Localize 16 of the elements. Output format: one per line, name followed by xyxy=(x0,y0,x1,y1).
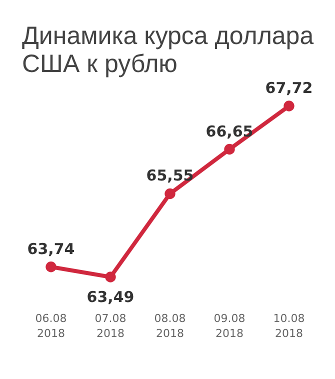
x-tick-label: 07.08 2018 xyxy=(94,312,126,340)
point xyxy=(46,262,56,272)
data-label: 65,55 xyxy=(146,166,194,185)
data-label: 63,74 xyxy=(27,240,75,258)
point xyxy=(224,144,235,155)
point xyxy=(105,272,116,282)
data-label: 66,65 xyxy=(206,122,254,140)
chart-title: Динамика курса доллара США к рублю xyxy=(22,22,314,78)
data-label: 63,49 xyxy=(86,288,134,306)
x-tick-label: 10.08 2018 xyxy=(273,312,305,340)
x-tick-label: 08.08 2018 xyxy=(154,312,186,340)
data-label: 67,72 xyxy=(265,79,313,97)
point xyxy=(284,100,294,112)
x-tick-label: 06.08 2018 xyxy=(35,312,67,340)
point xyxy=(164,188,176,200)
x-tick-label: 09.08 2018 xyxy=(214,312,246,340)
